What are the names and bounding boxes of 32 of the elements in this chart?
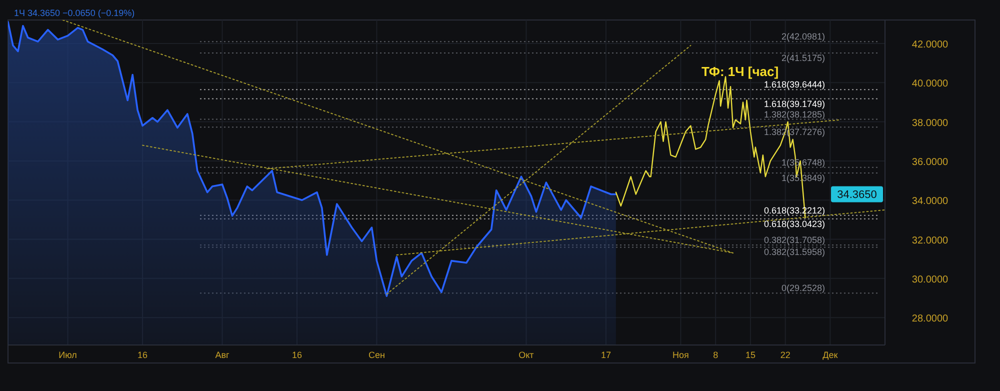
x-tick-label: Ноя — [672, 350, 690, 360]
y-tick-label: 34.0000 — [912, 196, 949, 208]
x-tick-label: 8 — [713, 350, 718, 360]
x-tick-label: Окт — [518, 350, 534, 360]
ref-line-label: 2(41.5175) — [781, 52, 825, 63]
ref-line-label: 0.382(31.7058) — [764, 235, 825, 246]
y-tick-label: 28.0000 — [912, 314, 949, 325]
x-tick-label: Июл — [58, 350, 77, 360]
ref-line-label: 0(29.2528) — [781, 283, 825, 294]
y-tick-label: 38.0000 — [912, 118, 949, 129]
x-tick-label: 16 — [292, 350, 302, 360]
x-tick-label: 16 — [138, 350, 148, 360]
x-tick-label: 22 — [780, 350, 790, 360]
y-tick-label: 30.0000 — [912, 274, 949, 286]
x-tick-label: 15 — [745, 350, 756, 360]
ref-line-label: 0.382(31.5958) — [764, 247, 825, 258]
x-tick-label: Сен — [368, 350, 385, 360]
annotation: 34.3650 — [837, 189, 877, 202]
ref-line-label: 0.618(33.0423) — [764, 218, 825, 229]
x-tick-label: Авг — [215, 350, 230, 360]
ref-line-label: 2(42.0981) — [781, 32, 825, 42]
y-tick-label: 32.0000 — [912, 235, 949, 246]
annotation: ТФ: 1Ч [час] — [701, 64, 779, 79]
x-tick-label: 17 — [600, 350, 611, 360]
ref-line-label: 1.618(39.6444) — [764, 80, 825, 90]
y-tick-label: 36.0000 — [912, 156, 949, 168]
x-tick-label: Дек — [822, 350, 838, 360]
ref-line-label: 1.618(39.1749) — [764, 98, 825, 109]
ref-line-label: 1.382(38.1285) — [764, 109, 825, 120]
y-tick-label: 40.0000 — [912, 78, 949, 90]
y-tick-label: 42.0000 — [912, 39, 949, 50]
text: 1Ч 34.3650 −0.0650 (−0.19%) — [14, 8, 135, 18]
